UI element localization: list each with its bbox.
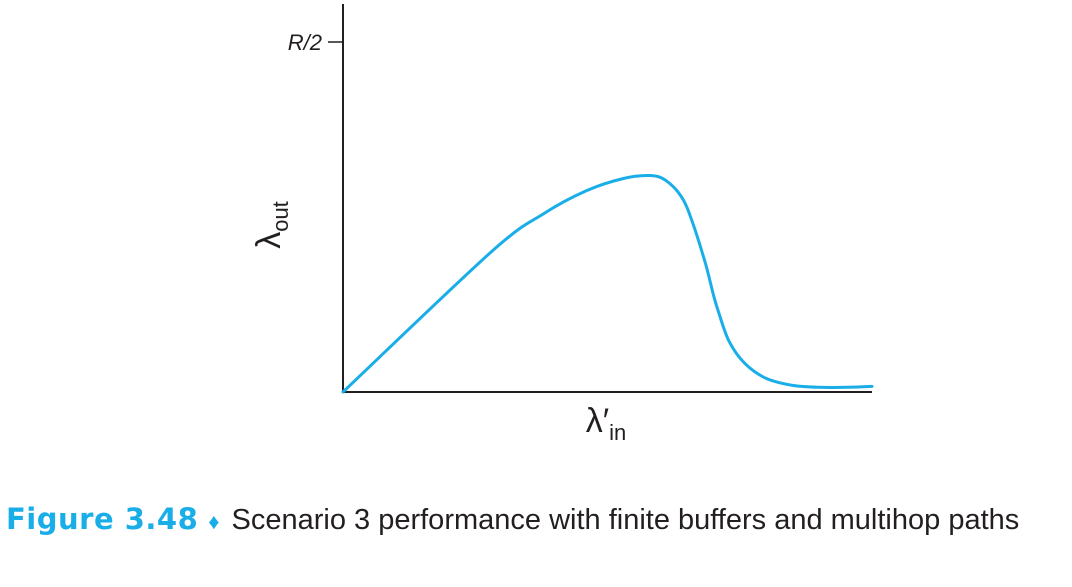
x-axis-subscript: in — [609, 420, 626, 445]
x-axis-symbol: λ′ — [586, 402, 609, 440]
series-layer — [341, 173, 874, 394]
figure-caption-text: Scenario 3 performance with finite buffe… — [231, 504, 1020, 536]
figure-number: Figure 3.48 — [6, 502, 199, 536]
y-axis-symbol: λ — [250, 232, 288, 249]
x-axis-label: λ′in — [586, 402, 627, 445]
axes — [342, 4, 872, 393]
figure-caption: Figure 3.48 ♦ Scenario 3 performance wit… — [6, 502, 1066, 538]
y-axis-subscript: out — [268, 201, 293, 232]
series-line-0 — [341, 173, 874, 394]
y-axis-label: λout — [250, 201, 293, 249]
y-ticks: R/2 — [288, 30, 343, 55]
congestion-chart: R/2 λout λ′in — [250, 4, 874, 445]
diamond-icon: ♦ — [208, 509, 220, 534]
y-tick-label: R/2 — [288, 30, 322, 55]
